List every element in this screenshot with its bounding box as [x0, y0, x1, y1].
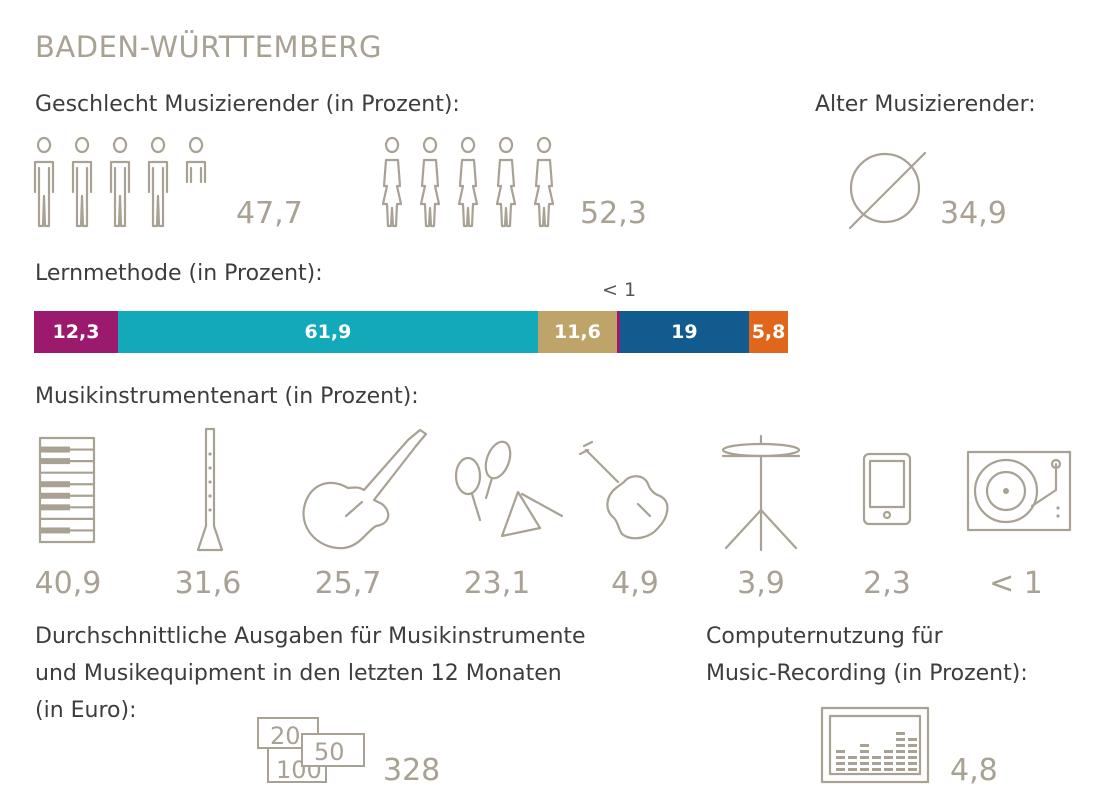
spending-value: 328 [383, 753, 441, 788]
age-heading: Alter Musizierender: [815, 92, 1036, 117]
recording-value: 4,8 [950, 753, 998, 788]
female-figure [457, 136, 479, 228]
spending-line-3: (in Euro): [35, 698, 137, 723]
male-figure [185, 136, 207, 184]
bar-segment [616, 311, 621, 353]
bar-segment: 11,6 [537, 311, 618, 353]
instrument-value: 23,1 [463, 566, 531, 601]
note-50-label: 50 [314, 738, 345, 766]
page-title: BADEN-WÜRTTEMBERG [35, 30, 382, 64]
instrument-value: 25,7 [314, 566, 382, 601]
recording-line-2: Music-Recording (in Prozent): [706, 661, 1028, 686]
learning-heading: Lernmethode (in Prozent): [35, 261, 323, 286]
male-figure [33, 136, 55, 228]
spending-line-1: Durchschnittliche Ausgaben für Musikinst… [35, 624, 586, 649]
male-figure [71, 136, 93, 228]
female-figure [495, 136, 517, 228]
cymbal-icon [721, 434, 801, 552]
age-value: 34,9 [940, 196, 1007, 231]
instruments-heading: Musikinstrumentenart (in Prozent): [35, 384, 419, 409]
instrument-value: 2,3 [863, 566, 911, 601]
female-figure [419, 136, 441, 228]
instrument-value: 3,9 [737, 566, 785, 601]
male-share: 47,7 [236, 196, 303, 231]
male-figures-icon [33, 136, 207, 228]
bar-segment: 12,3 [34, 311, 118, 353]
violin-icon [578, 440, 669, 540]
instrument-value: 4,9 [611, 566, 659, 601]
small-share-label: < 1 [602, 279, 637, 301]
clarinet-icon [196, 427, 224, 552]
bar-segment: 61,9 [117, 311, 539, 353]
audio-monitor-icon [820, 706, 930, 784]
electric-guitar-icon [302, 428, 428, 550]
banknotes-icon: 100 20 50 [257, 717, 365, 784]
female-figure [381, 136, 403, 228]
female-figure [533, 136, 555, 228]
spending-line-2: und Musikequipment in den letzten 12 Mon… [35, 661, 562, 686]
male-figure [147, 136, 169, 228]
instrument-value: 31,6 [174, 566, 242, 601]
note-20-label: 20 [270, 722, 301, 750]
female-share: 52,3 [580, 196, 647, 231]
female-figures-icon [381, 136, 555, 228]
maracas-triangle-icon [454, 440, 564, 538]
instrument-value: < 1 [989, 566, 1043, 601]
turntable-icon [966, 450, 1072, 532]
recording-line-1: Computernutzung für [706, 624, 943, 649]
gender-heading: Geschlecht Musizierender (in Prozent): [35, 92, 460, 117]
male-figure [109, 136, 131, 228]
instrument-value: 40,9 [34, 566, 102, 601]
bar-segment: 19 [619, 311, 750, 353]
piano-keys-icon [38, 436, 96, 544]
tablet-icon [862, 452, 912, 526]
average-sign-icon [848, 151, 927, 230]
bar-segment: 5,8 [748, 311, 789, 353]
